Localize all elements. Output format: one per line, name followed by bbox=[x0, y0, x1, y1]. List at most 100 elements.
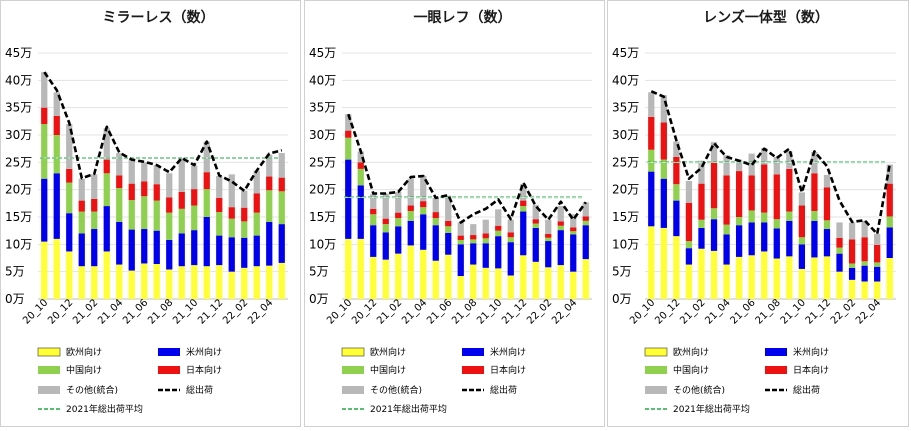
bar-other bbox=[470, 224, 477, 236]
bar-other bbox=[836, 222, 843, 238]
y-tick-label: 15万 bbox=[5, 210, 32, 224]
bar-jp bbox=[648, 116, 655, 150]
bar-jp bbox=[53, 115, 60, 135]
bar-cn bbox=[116, 188, 123, 222]
bar-jp bbox=[91, 198, 98, 212]
bar-jp bbox=[848, 239, 856, 264]
y-tick-label: 20万 bbox=[612, 183, 639, 197]
bar-us bbox=[241, 237, 248, 268]
bar-eu bbox=[570, 271, 577, 299]
y-tick-label: 10万 bbox=[5, 237, 32, 251]
bar-us bbox=[798, 244, 806, 269]
bar-jp bbox=[761, 164, 768, 213]
bar-jp bbox=[128, 183, 135, 201]
bar-cn bbox=[203, 189, 210, 217]
bar-us bbox=[874, 266, 881, 282]
legend-label-other: その他(統合) bbox=[66, 384, 118, 396]
bar-us bbox=[53, 173, 60, 239]
bar-jp bbox=[773, 174, 780, 220]
legend-label-eu: 欧州向け bbox=[66, 346, 102, 358]
bar-us bbox=[457, 244, 464, 277]
bar-other bbox=[735, 159, 743, 172]
bar-us bbox=[253, 235, 260, 267]
bar-other bbox=[78, 178, 85, 201]
bar-jp bbox=[570, 227, 577, 232]
bar-other bbox=[532, 204, 539, 220]
bar-eu bbox=[886, 258, 893, 299]
bar-cn bbox=[420, 207, 427, 215]
total-line bbox=[347, 113, 587, 224]
chart-title: レンズ一体型（数） bbox=[703, 9, 829, 26]
chart-panel-2: 一眼レフ（数）0万5万10万15万20万25万30万35万40万45万20_10… bbox=[304, 0, 605, 427]
bar-other bbox=[53, 92, 60, 116]
bar-us bbox=[848, 267, 856, 280]
bar-other bbox=[457, 222, 464, 236]
bar-jp bbox=[420, 201, 427, 208]
bar-jp bbox=[673, 156, 680, 185]
bar-eu bbox=[761, 251, 768, 299]
bar-jp bbox=[710, 161, 718, 209]
bar-cn bbox=[723, 224, 730, 235]
y-tick-label: 0万 bbox=[309, 292, 329, 306]
bar-eu bbox=[507, 275, 514, 299]
bar-other bbox=[253, 170, 260, 194]
bar-cn bbox=[178, 208, 185, 234]
bar-cn bbox=[748, 210, 755, 223]
bar-cn bbox=[395, 218, 402, 227]
bar-other bbox=[432, 197, 439, 213]
bar-jp bbox=[116, 175, 123, 189]
bar-jp bbox=[532, 219, 539, 224]
bar-cn bbox=[103, 173, 110, 207]
bar-other bbox=[420, 176, 427, 202]
bar-cn bbox=[570, 231, 577, 235]
bar-eu bbox=[861, 281, 868, 299]
bar-jp bbox=[153, 184, 160, 201]
bar-jp bbox=[345, 130, 352, 138]
bar-other bbox=[407, 178, 414, 206]
bar-cn bbox=[216, 212, 223, 236]
bar-other bbox=[723, 155, 730, 176]
bar-cn bbox=[432, 218, 439, 226]
bar-other bbox=[128, 159, 135, 184]
bar-eu bbox=[91, 266, 98, 299]
bar-eu bbox=[166, 269, 173, 299]
y-tick-label: 40万 bbox=[5, 73, 32, 87]
bar-us bbox=[420, 214, 427, 250]
bar-cn bbox=[557, 225, 564, 231]
bar-other bbox=[886, 164, 893, 184]
bar-other bbox=[874, 233, 881, 245]
bar-cn bbox=[823, 220, 831, 230]
bar-cn bbox=[495, 230, 502, 237]
legend-label-jp: 日本向け bbox=[793, 364, 829, 376]
bar-cn bbox=[773, 219, 780, 229]
chart-panel-3: レンズ一体型（数）0万5万10万15万20万25万30万35万40万45万20_… bbox=[607, 0, 909, 427]
legend-label-cn: 中国向け bbox=[66, 364, 102, 376]
bar-cn bbox=[457, 239, 464, 245]
bar-other bbox=[241, 190, 248, 208]
bar-us bbox=[266, 221, 273, 266]
y-tick-label: 20万 bbox=[5, 183, 32, 197]
bar-us bbox=[128, 229, 135, 271]
y-tick-label: 30万 bbox=[309, 128, 336, 142]
bar-eu bbox=[495, 268, 502, 299]
bar-other bbox=[861, 220, 868, 238]
chart-panel-1: ミラーレス（数）0万5万10万15万20万25万30万35万40万45万20_1… bbox=[0, 0, 301, 427]
bar-eu bbox=[116, 264, 123, 299]
bar-jp bbox=[582, 216, 589, 221]
bar-jp bbox=[382, 218, 389, 225]
bar-cn bbox=[507, 237, 514, 243]
bar-us bbox=[823, 229, 831, 257]
bar-jp bbox=[886, 183, 893, 217]
bar-us bbox=[191, 230, 198, 266]
bar-eu bbox=[798, 268, 806, 299]
bar-jp bbox=[278, 177, 285, 192]
bar-eu bbox=[382, 259, 389, 299]
bar-other bbox=[203, 141, 210, 173]
bar-cn bbox=[66, 182, 73, 214]
bar-eu bbox=[748, 255, 755, 299]
bar-jp bbox=[798, 205, 806, 238]
legend-label-eu: 欧州向け bbox=[673, 346, 709, 358]
bar-eu bbox=[128, 270, 135, 299]
bar-eu bbox=[698, 248, 705, 299]
bar-eu bbox=[266, 265, 273, 299]
